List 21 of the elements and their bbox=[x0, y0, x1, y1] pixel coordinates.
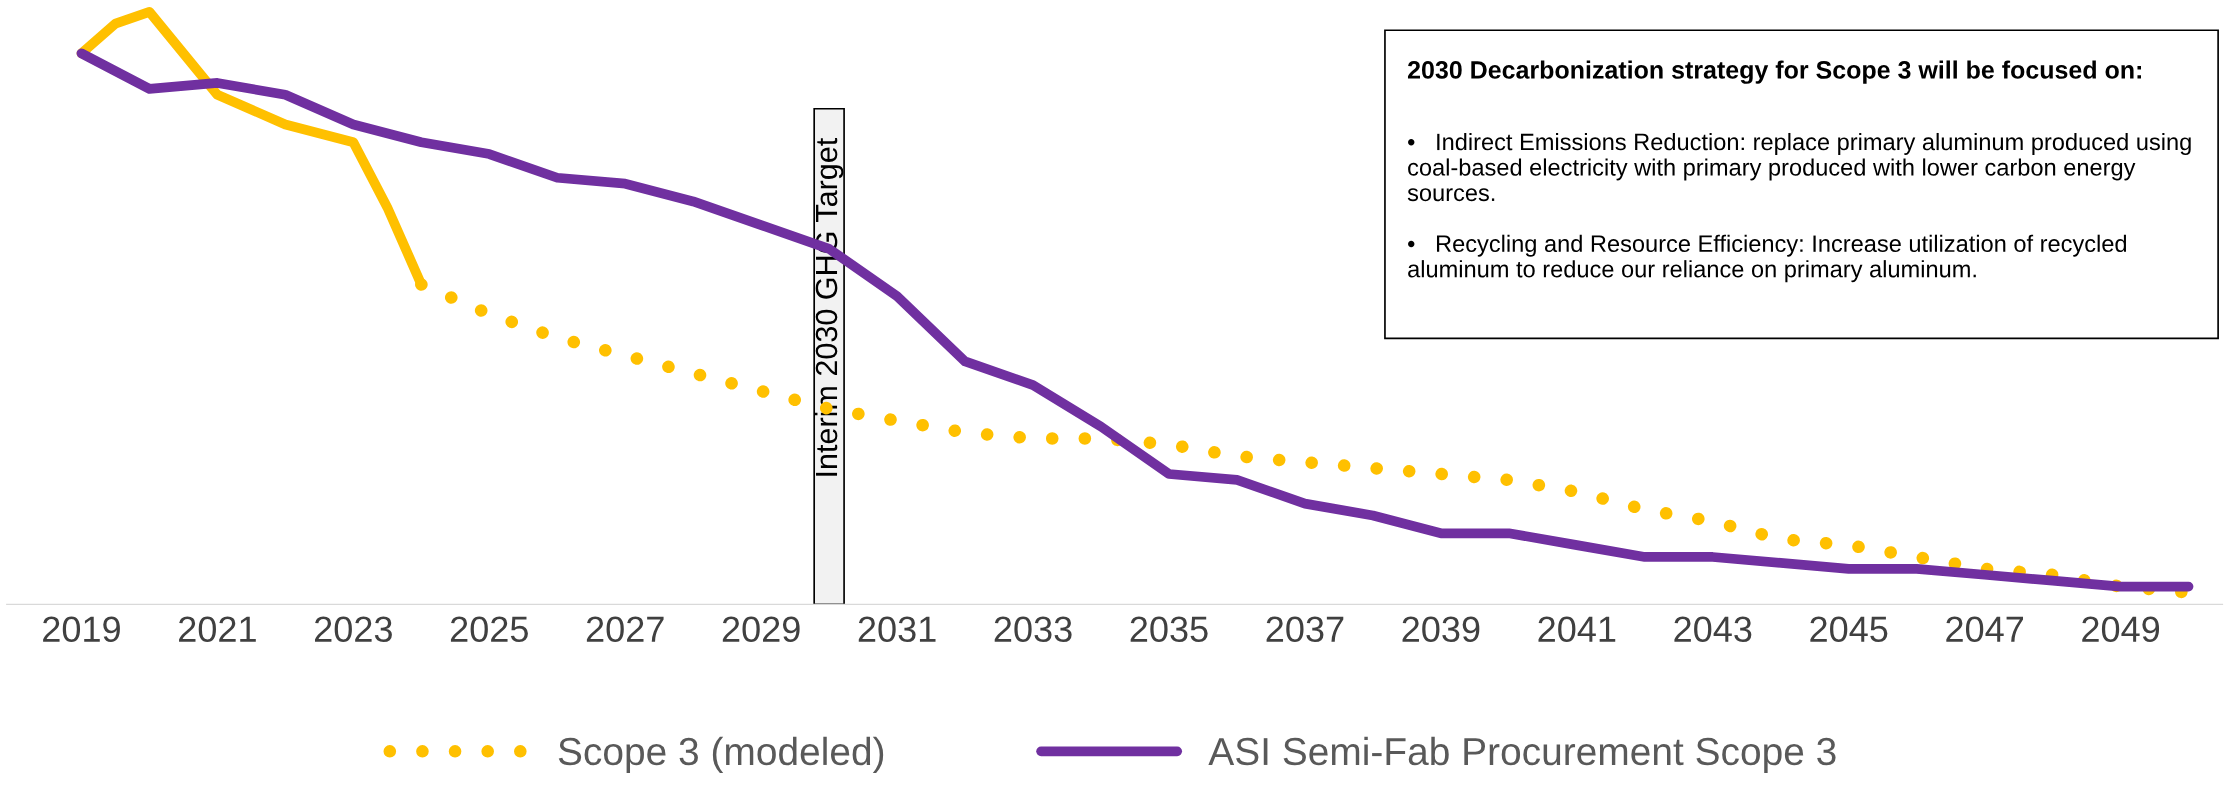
legend-label: ASI Semi-Fab Procurement Scope 3 bbox=[1208, 736, 1836, 773]
x-tick-label: 2029 bbox=[722, 616, 800, 643]
x-tick-label: 2041 bbox=[1538, 616, 1616, 643]
x-tick-label: 2033 bbox=[994, 616, 1072, 643]
x-tick-label: 2035 bbox=[1130, 616, 1208, 643]
x-tick-label: 2039 bbox=[1402, 616, 1480, 643]
x-tick-label: 2043 bbox=[1674, 616, 1752, 643]
annotation: • Recycling and Resource Efficiency: Increase utilization of recycled aluminum to reduce our reliance on primary aluminum. bbox=[1408, 234, 2127, 283]
x-tick-label: 2045 bbox=[1810, 616, 1888, 643]
x-tick-label: 2047 bbox=[1946, 616, 2023, 643]
x-tick-label: 2023 bbox=[314, 616, 392, 643]
x-tick-label: 2025 bbox=[450, 616, 528, 643]
x-tick-label: 2027 bbox=[586, 616, 664, 643]
annotation: • Indirect Emissions Reduction: replace primary aluminum produced using coal-based electricity with primary produced with lower carbon energy sources. bbox=[1407, 132, 2191, 202]
x-tick-label: 2037 bbox=[1266, 616, 1344, 643]
x-tick-label: 2021 bbox=[179, 616, 256, 643]
x-tick-label: 2019 bbox=[43, 616, 120, 643]
legend-label: Scope 3 (modeled) bbox=[558, 736, 884, 773]
x-tick-label: 2049 bbox=[2082, 616, 2160, 643]
annotation: 2030 Decarbonization strategy for Scope 3 will be focused on: bbox=[1407, 60, 2141, 84]
x-tick-label: 2031 bbox=[858, 616, 936, 643]
